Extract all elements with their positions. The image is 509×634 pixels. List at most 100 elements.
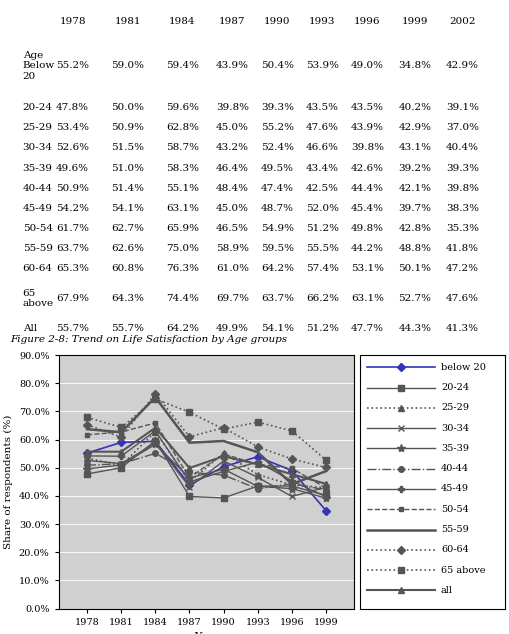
Text: 1990: 1990 [264,16,290,25]
Text: 43.5%: 43.5% [350,103,383,112]
Text: 54.2%: 54.2% [56,204,89,212]
Text: 40.4%: 40.4% [445,143,478,152]
Text: 2002: 2002 [448,16,475,25]
Text: 1987: 1987 [219,16,245,25]
Text: 55.2%: 55.2% [261,124,293,133]
Text: 43.2%: 43.2% [216,143,248,152]
Text: 42.8%: 42.8% [398,224,431,233]
Text: 55.5%: 55.5% [305,244,338,253]
Text: 42.9%: 42.9% [398,124,431,133]
Text: 42.6%: 42.6% [350,164,383,172]
Text: 39.3%: 39.3% [261,103,293,112]
Text: below 20: below 20 [440,363,485,372]
Text: all: all [440,586,452,595]
Text: 55-59: 55-59 [440,525,468,534]
Text: 55.7%: 55.7% [56,324,89,333]
Text: 49.0%: 49.0% [350,61,383,70]
Text: 37.0%: 37.0% [445,124,478,133]
Text: 62.6%: 62.6% [111,244,144,253]
Text: 64.3%: 64.3% [111,294,144,303]
Text: 59.5%: 59.5% [261,244,293,253]
Text: 45.0%: 45.0% [216,204,248,212]
Text: 59.6%: 59.6% [166,103,199,112]
Text: 1978: 1978 [59,16,86,25]
Text: 30-34: 30-34 [22,143,52,152]
Text: 50-54: 50-54 [22,224,52,233]
Text: 52.4%: 52.4% [261,143,293,152]
Text: 49.8%: 49.8% [350,224,383,233]
Text: 46.6%: 46.6% [305,143,338,152]
Text: 41.3%: 41.3% [445,324,478,333]
Text: 50-54: 50-54 [440,505,468,514]
Text: 43.1%: 43.1% [398,143,431,152]
Text: 39.8%: 39.8% [350,143,383,152]
Text: 49.9%: 49.9% [216,324,248,333]
Text: 53.9%: 53.9% [305,61,338,70]
Text: 52.7%: 52.7% [398,294,431,303]
Text: Age
Below
20: Age Below 20 [22,51,55,81]
Text: 46.5%: 46.5% [216,224,248,233]
Text: 45.4%: 45.4% [350,204,383,212]
Text: 43.9%: 43.9% [350,124,383,133]
Text: 39.2%: 39.2% [398,164,431,172]
Text: 47.7%: 47.7% [350,324,383,333]
Text: 60-64: 60-64 [440,545,468,554]
Text: 54.1%: 54.1% [261,324,293,333]
Text: 38.3%: 38.3% [445,204,478,212]
Text: 42.1%: 42.1% [398,184,431,193]
Text: 43.4%: 43.4% [305,164,338,172]
Text: 44.3%: 44.3% [398,324,431,333]
Text: 52.0%: 52.0% [305,204,338,212]
Text: 61.0%: 61.0% [216,264,248,273]
Text: All: All [22,324,37,333]
Text: 49.6%: 49.6% [56,164,89,172]
Text: 53.4%: 53.4% [56,124,89,133]
Text: 47.6%: 47.6% [445,294,478,303]
Text: 39.1%: 39.1% [445,103,478,112]
Text: 51.2%: 51.2% [305,224,338,233]
Text: 62.7%: 62.7% [111,224,144,233]
X-axis label: Year: Year [194,632,218,634]
Text: 58.3%: 58.3% [166,164,199,172]
Text: 1981: 1981 [114,16,140,25]
Text: 1996: 1996 [354,16,380,25]
Text: 63.7%: 63.7% [56,244,89,253]
Text: 65.3%: 65.3% [56,264,89,273]
Text: 39.7%: 39.7% [398,204,431,212]
Text: 43.5%: 43.5% [305,103,338,112]
Text: 42.9%: 42.9% [445,61,478,70]
Text: 65 above: 65 above [440,566,485,574]
Text: 51.0%: 51.0% [111,164,144,172]
Text: Figure 2-8: Trend on Life Satisfaction by Age groups: Figure 2-8: Trend on Life Satisfaction b… [10,335,287,344]
Text: 42.5%: 42.5% [305,184,338,193]
Text: 50.1%: 50.1% [398,264,431,273]
Text: 51.2%: 51.2% [305,324,338,333]
Text: 47.4%: 47.4% [261,184,293,193]
Text: 55.2%: 55.2% [56,61,89,70]
Text: 51.5%: 51.5% [111,143,144,152]
Text: 48.8%: 48.8% [398,244,431,253]
Text: 46.4%: 46.4% [216,164,248,172]
Text: 53.1%: 53.1% [350,264,383,273]
Text: 39.3%: 39.3% [445,164,478,172]
Text: 55.1%: 55.1% [166,184,199,193]
Text: 1993: 1993 [308,16,335,25]
Text: 45-49: 45-49 [22,204,52,212]
Text: 39.8%: 39.8% [445,184,478,193]
Text: 58.7%: 58.7% [166,143,199,152]
Text: 59.4%: 59.4% [166,61,199,70]
Text: 63.1%: 63.1% [166,204,199,212]
Text: 61.7%: 61.7% [56,224,89,233]
Text: 39.8%: 39.8% [216,103,248,112]
Text: 65
above: 65 above [22,289,53,308]
Text: 60.8%: 60.8% [111,264,144,273]
Text: 48.4%: 48.4% [216,184,248,193]
Text: 62.8%: 62.8% [166,124,199,133]
Text: 47.8%: 47.8% [56,103,89,112]
Text: 66.2%: 66.2% [305,294,338,303]
Text: 55.7%: 55.7% [111,324,144,333]
Text: 25-29: 25-29 [440,403,468,412]
Text: 67.9%: 67.9% [56,294,89,303]
Text: 35-39: 35-39 [22,164,52,172]
Text: 69.7%: 69.7% [216,294,248,303]
